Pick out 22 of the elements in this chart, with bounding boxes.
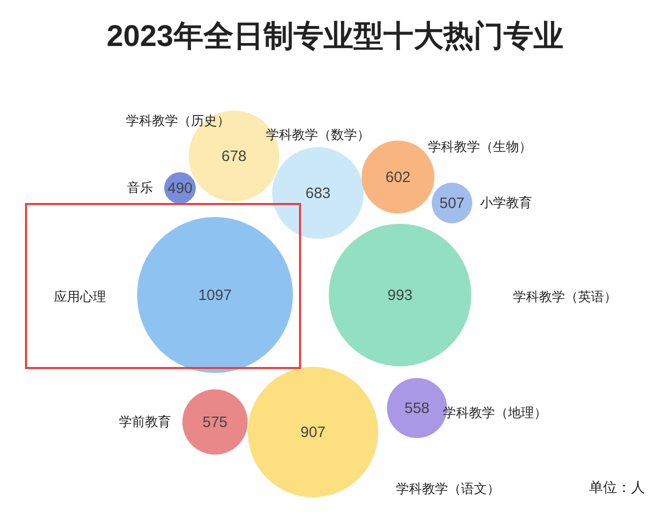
category-label: 学科教学（历史） [126, 113, 230, 128]
category-label: 学科教学（数学） [266, 127, 370, 142]
data-label: 683 [305, 185, 331, 202]
category-label: 音乐 [127, 180, 153, 195]
data-label: 1097 [198, 287, 232, 304]
category-label: 学科教学（生物） [428, 139, 532, 154]
data-label: 507 [439, 195, 465, 212]
text: 单位：人 [589, 479, 645, 495]
category-label: 小学教育 [480, 195, 532, 210]
category-label: 学科教学（地理） [443, 405, 547, 420]
data-label: 907 [300, 424, 326, 441]
category-label: 学前教育 [119, 414, 171, 429]
data-label: 558 [404, 400, 430, 417]
data-label: 993 [387, 287, 413, 304]
text: 2023年全日制专业型十大热门专业 [106, 19, 564, 53]
data-label: 678 [221, 148, 247, 165]
category-label: 学科教学（英语） [513, 289, 617, 304]
category-label: 应用心理 [54, 289, 106, 304]
data-label: 490 [167, 180, 193, 197]
category-label: 学科教学（语文） [396, 481, 500, 496]
data-label: 575 [202, 414, 228, 431]
data-label: 602 [385, 169, 411, 186]
